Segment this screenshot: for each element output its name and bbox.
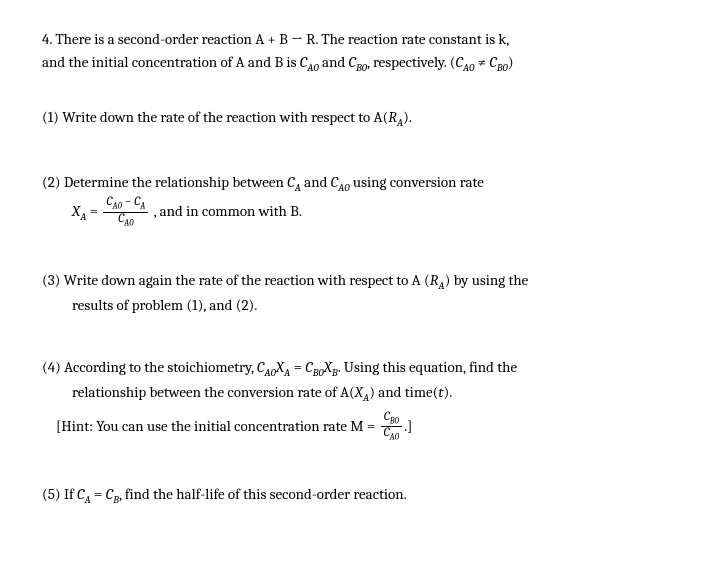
- intro-text: and: [319, 53, 349, 71]
- neq-symbol: ≠: [474, 53, 489, 71]
- q4-line1: (4) According to the stoichiometry, CA0X…: [42, 356, 665, 381]
- q2-line2: XA = CA0 − CACA0 , and in common with B.: [42, 196, 665, 229]
- fraction: CB0CA0: [381, 411, 403, 444]
- var-ca0: CA0: [331, 173, 350, 191]
- q3-text: (3) Write down again the rate of the rea…: [42, 271, 430, 289]
- q4-text: (4) According to the stoichiometry,: [42, 358, 257, 376]
- q2-text: , and in common with B.: [150, 202, 302, 220]
- intro-text: . The reaction rate constant is: [315, 30, 498, 48]
- var-xa: XA: [72, 202, 86, 220]
- var-ca0: CA0: [300, 53, 319, 71]
- eq-symbol: =: [86, 202, 101, 220]
- var-cb0: CB0: [349, 53, 368, 71]
- question-5: (5) If CA = CB, find the half-life of th…: [42, 483, 665, 508]
- q5-text: , find the half-life of this second-orde…: [119, 485, 407, 503]
- fraction: CA0 − CACA0: [103, 196, 148, 229]
- eq-symbol: =: [91, 485, 106, 503]
- q4-text: ) and time(: [369, 383, 438, 401]
- q4-line2: relationship between the conversion rate…: [42, 381, 665, 406]
- intro-text: ): [508, 53, 514, 71]
- q2-line1: (2) Determine the relationship between C…: [42, 171, 665, 196]
- fraction-numerator: CA0 − CA: [103, 196, 148, 213]
- reaction-eq: A + B → R: [255, 30, 315, 48]
- intro-text: 4. There is a second-order reaction: [42, 30, 255, 48]
- q2-text: using conversion rate: [350, 173, 484, 191]
- var-ca: CA: [77, 485, 91, 503]
- var-ca0: CA0: [455, 53, 474, 71]
- var-ra: RA: [388, 108, 403, 126]
- hint-text: [Hint: You can use the initial concentra…: [56, 416, 379, 434]
- q2-text: (2) Determine the relationship between: [42, 173, 287, 191]
- fraction-denominator: CA0: [381, 427, 403, 443]
- q4-text: ).: [443, 383, 452, 401]
- q4-text: . Using this equation, find the: [338, 358, 517, 376]
- fraction-numerator: CB0: [381, 411, 403, 428]
- var-cb: CB: [106, 485, 119, 503]
- q2-text: and: [301, 173, 331, 191]
- q1-text: ).: [403, 108, 412, 126]
- q3-text: ) by using the: [445, 271, 529, 289]
- q5-text: (5) If: [42, 485, 77, 503]
- q3-text: results of problem (1), and (2).: [72, 296, 257, 314]
- var-cb0: CB0: [489, 53, 508, 71]
- problem-intro: 4. There is a second-order reaction A + …: [42, 28, 665, 76]
- var-ca0: CA0: [257, 358, 276, 376]
- intro-text: and the initial concentration of A and B…: [42, 53, 300, 71]
- intro-text: , respectively. (: [367, 53, 455, 71]
- question-1: (1) Write down the rate of the reaction …: [42, 106, 665, 131]
- var-ra: RA: [430, 271, 445, 289]
- eq-symbol: =: [290, 358, 305, 376]
- q1-text: (1) Write down the rate of the reaction …: [42, 108, 388, 126]
- q3-line2: results of problem (1), and (2).: [42, 294, 665, 317]
- question-4: (4) According to the stoichiometry, CA0X…: [42, 356, 665, 443]
- var-xa: XA: [355, 383, 369, 401]
- var-cb0: CB0: [305, 358, 324, 376]
- var-xa: XA: [276, 358, 290, 376]
- q4-hint: [Hint: You can use the initial concentra…: [42, 411, 665, 444]
- q3-line1: (3) Write down again the rate of the rea…: [42, 269, 665, 294]
- question-3: (3) Write down again the rate of the rea…: [42, 269, 665, 317]
- question-2: (2) Determine the relationship between C…: [42, 171, 665, 229]
- var-xb: XB: [324, 358, 338, 376]
- intro-text: ,: [506, 30, 509, 48]
- hint-text: .]: [404, 416, 412, 434]
- intro-line1: 4. There is a second-order reaction A + …: [42, 28, 665, 51]
- var-ca: CA: [287, 173, 301, 191]
- q4-text: relationship between the conversion rate…: [72, 383, 355, 401]
- intro-line2: and the initial concentration of A and B…: [42, 51, 665, 76]
- fraction-denominator: CA0: [103, 213, 148, 229]
